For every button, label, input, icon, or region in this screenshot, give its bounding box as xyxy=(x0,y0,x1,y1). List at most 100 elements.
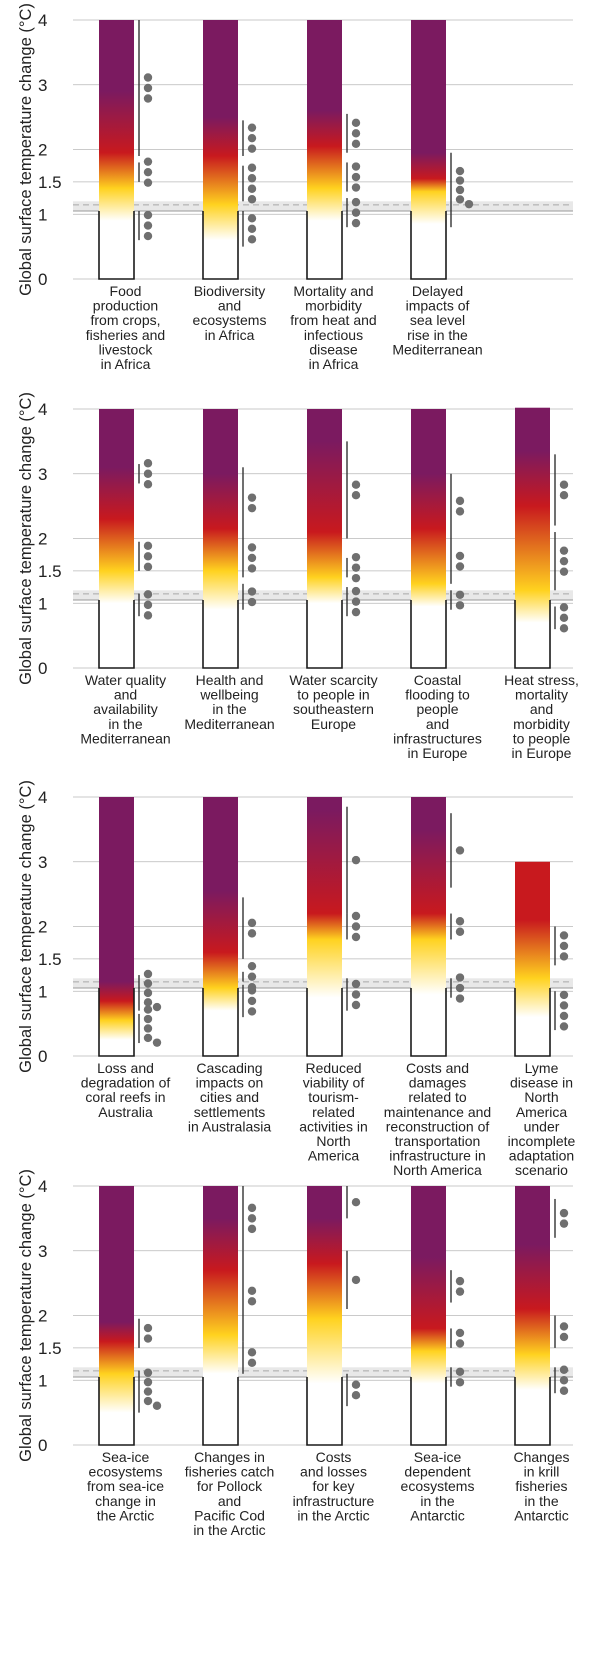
category-label-line: North xyxy=(316,1133,350,1149)
confidence-dot xyxy=(455,590,465,599)
category-label-line: Mediterranean xyxy=(392,341,482,357)
category-label-line: in Europe xyxy=(512,745,572,761)
ember-bar-outline xyxy=(410,1377,447,1446)
category-label-line: Food xyxy=(110,283,142,299)
confidence-dot xyxy=(351,1197,361,1207)
category-label-line: Australia xyxy=(98,1104,153,1120)
confidence-dot xyxy=(559,931,569,940)
category-label-line: Cascading xyxy=(196,1060,262,1076)
category-label-line: fisheries xyxy=(515,1478,567,1494)
y-axis-label: Global surface temperature change (°C) xyxy=(17,1169,35,1462)
category-label-line: maintenance and xyxy=(384,1104,491,1120)
confidence-dot xyxy=(143,552,153,561)
confidence-dot xyxy=(559,613,569,623)
confidence-dot xyxy=(247,1348,257,1357)
category-label-line: people xyxy=(416,701,458,717)
category-label-line: North America xyxy=(393,1162,482,1178)
category-label-line: activities in xyxy=(299,1118,367,1134)
confidence-dot xyxy=(559,546,569,555)
category-label-line: infrastructure xyxy=(293,1493,375,1509)
category-label-line: in the xyxy=(212,701,246,717)
category-label-line: Changes in xyxy=(194,1449,265,1465)
confidence-dot xyxy=(351,607,361,617)
confidence-dot xyxy=(559,1011,569,1021)
category-label-line: from crops, xyxy=(90,312,160,328)
confidence-dot xyxy=(143,541,153,551)
category-label-line: adaptation xyxy=(509,1148,574,1164)
category-label-line: Mediterranean xyxy=(80,730,170,746)
y-tick-label: 2 xyxy=(38,918,47,937)
category-label-line: and xyxy=(218,298,241,314)
confidence-dot xyxy=(559,556,569,566)
confidence-dot xyxy=(351,586,361,596)
ember-bar xyxy=(515,407,550,668)
category-label-line: impacts of xyxy=(406,298,470,314)
confidence-dot xyxy=(143,1334,153,1343)
confidence-dot xyxy=(143,1387,153,1396)
confidence-dot xyxy=(455,927,465,936)
category-label-line: sea level xyxy=(410,312,465,328)
y-tick-label: 1 xyxy=(38,594,47,613)
y-tick-label: 1.5 xyxy=(38,950,62,969)
category-label-line: Heat stress, xyxy=(504,672,579,688)
category-label-line: disease in xyxy=(510,1075,573,1091)
ember-bar-outline xyxy=(98,1377,135,1446)
y-tick-label: 1 xyxy=(38,1371,47,1390)
confidence-dot xyxy=(455,846,465,855)
category-label-line: from sea-ice xyxy=(87,1478,164,1494)
confidence-dot xyxy=(143,221,153,230)
category-label-line: in Africa xyxy=(205,327,255,343)
ember-bar xyxy=(411,1186,446,1445)
confidence-dot xyxy=(455,917,465,926)
confidence-dot xyxy=(143,1323,153,1333)
category-label-line: to people xyxy=(513,730,571,746)
confidence-dot xyxy=(247,214,257,223)
category-label-line: incomplete xyxy=(508,1133,576,1149)
y-tick-label: 1 xyxy=(38,205,47,224)
category-label-line: Antarctic xyxy=(410,1507,464,1523)
category-label-line: dependent xyxy=(404,1464,470,1480)
confidence-dot xyxy=(247,587,257,596)
confidence-dot xyxy=(143,1005,153,1014)
category-label-line: and xyxy=(530,701,553,717)
y-tick-label: 3 xyxy=(38,853,47,872)
confidence-dot xyxy=(247,1224,257,1234)
confidence-dot xyxy=(152,1038,162,1047)
category-label-line: Pacific Cod xyxy=(194,1507,265,1523)
confidence-dot xyxy=(143,210,153,220)
confidence-dot xyxy=(143,469,153,478)
ember-bar-outline xyxy=(306,600,343,669)
confidence-dot xyxy=(247,195,257,204)
y-tick-label: 1.5 xyxy=(38,1339,62,1358)
y-tick-label: 0 xyxy=(38,270,47,289)
confidence-dot xyxy=(247,503,257,513)
confidence-dot xyxy=(247,1358,257,1368)
confidence-dot xyxy=(559,624,569,633)
confidence-dot xyxy=(351,139,361,149)
category-label-line: Antarctic xyxy=(514,1507,568,1523)
y-tick-label: 2 xyxy=(38,141,47,160)
confidence-dot xyxy=(559,941,569,951)
confidence-dot xyxy=(351,573,361,583)
ember-bar-outline xyxy=(202,1377,239,1446)
ember-bar-outline xyxy=(98,988,135,1057)
category-label-line: southeastern xyxy=(293,701,374,717)
y-tick-label: 4 xyxy=(38,788,47,807)
y-tick-label: 3 xyxy=(38,1242,47,1261)
category-label-line: scenario xyxy=(515,1162,568,1178)
category-label-line: Changes xyxy=(513,1449,569,1465)
confidence-dot xyxy=(143,590,153,599)
category-label-line: Costs xyxy=(316,1449,352,1465)
confidence-dot xyxy=(455,195,465,204)
y-tick-label: 2 xyxy=(38,530,47,549)
category-label-line: Loss and xyxy=(97,1060,154,1076)
category-label-line: in Australasia xyxy=(188,1118,271,1134)
confidence-dot xyxy=(143,562,153,572)
confidence-dot xyxy=(455,983,465,993)
y-tick-label: 0 xyxy=(38,1436,47,1455)
confidence-dot xyxy=(143,1014,153,1024)
